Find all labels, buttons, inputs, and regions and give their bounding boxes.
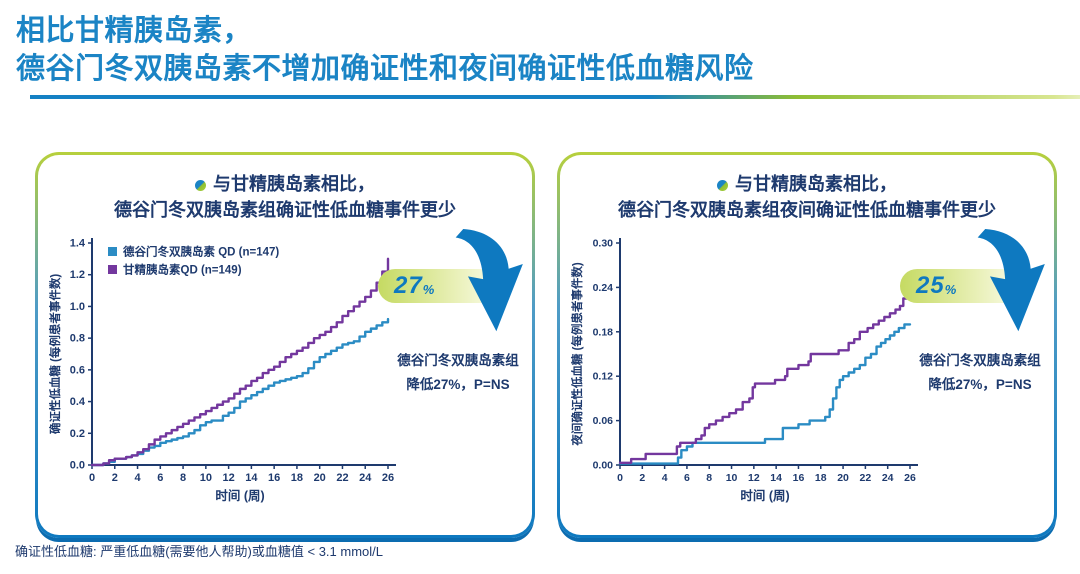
svg-text:0.8: 0.8 bbox=[70, 333, 85, 345]
svg-text:甘精胰岛素QD (n=149): 甘精胰岛素QD (n=149) bbox=[123, 263, 242, 277]
svg-text:12: 12 bbox=[222, 472, 234, 484]
svg-text:0: 0 bbox=[617, 472, 623, 484]
reduction-percent: 27 bbox=[394, 272, 423, 299]
page-title: 相比甘精胰岛素， 德谷门冬双胰岛素不增加确证性和夜间确证性低血糖风险 bbox=[16, 12, 1080, 88]
panel-nocturnal-hypoglycaemia: 与甘精胰岛素相比， 德谷门冬双胰岛素组夜间确证性低血糖事件更少 0.00 0.06… bbox=[557, 152, 1057, 538]
panel-title-line1-wrap: 与甘精胰岛素相比， bbox=[560, 171, 1054, 197]
page-title-line1: 相比甘精胰岛素， bbox=[16, 15, 253, 47]
svg-text:0.00: 0.00 bbox=[593, 460, 614, 472]
panel-confirmed-inner: 与甘精胰岛素相比， 德谷门冬双胰岛素组确证性低血糖事件更少 0.0 0.2 0.4 0… bbox=[38, 155, 532, 535]
svg-text:0.06: 0.06 bbox=[593, 415, 614, 427]
svg-text:0.12: 0.12 bbox=[593, 371, 614, 383]
svg-text:0.6: 0.6 bbox=[70, 364, 85, 376]
svg-text:16: 16 bbox=[793, 472, 805, 484]
panel-title-line1: 与甘精胰岛素相比， bbox=[213, 174, 375, 194]
svg-text:20: 20 bbox=[314, 472, 326, 484]
page-title-line2: 德谷门冬双胰岛素不增加确证性和夜间确证性低血糖风险 bbox=[16, 53, 754, 85]
reduction-annotation: 27% 德谷门冬双胰岛素组 降低27%，P=NS bbox=[378, 229, 532, 503]
panel-body: 0.00 0.06 0.12 0.18 0.24 0.30 0 2 4 6 8 10 12 14 16 18 2… bbox=[560, 229, 1054, 507]
svg-text:8: 8 bbox=[706, 472, 712, 484]
svg-text:20: 20 bbox=[837, 472, 849, 484]
svg-text:1.2: 1.2 bbox=[70, 269, 85, 281]
nocturnal-hypoglycaemia-kaplan-meier-chart: 0.000.060.120.180.240.300 2 4 6 8 10 12 14 16 18 2… bbox=[570, 238, 918, 503]
reduction-caption-line2: 降低27%，P=NS bbox=[406, 377, 510, 392]
svg-text:10: 10 bbox=[200, 472, 212, 484]
svg-text:26: 26 bbox=[382, 472, 394, 484]
svg-text:确证性低血糖 (每例患者事件数): 确证性低血糖 (每例患者事件数) bbox=[48, 274, 62, 435]
svg-text:2: 2 bbox=[112, 472, 118, 484]
percent-sign: % bbox=[422, 282, 435, 297]
panel-title-line2: 德谷门冬双胰岛素组夜间确证性低血糖事件更少 bbox=[618, 200, 996, 220]
panel-title: 与甘精胰岛素相比， 德谷门冬双胰岛素组夜间确证性低血糖事件更少 bbox=[560, 171, 1054, 223]
panel-title-line2: 德谷门冬双胰岛素组确证性低血糖事件更少 bbox=[114, 200, 456, 220]
svg-text:时间 (周): 时间 (周) bbox=[215, 488, 264, 503]
svg-text:2: 2 bbox=[639, 472, 645, 484]
svg-text:18: 18 bbox=[815, 472, 827, 484]
svg-text:0.30: 0.30 bbox=[593, 238, 614, 250]
svg-text:14: 14 bbox=[770, 472, 782, 484]
svg-text:22: 22 bbox=[336, 472, 348, 484]
down-arrow-icon bbox=[442, 229, 528, 335]
down-arrow-icon bbox=[964, 229, 1050, 335]
svg-text:10: 10 bbox=[726, 472, 738, 484]
svg-text:0.0: 0.0 bbox=[70, 460, 85, 472]
svg-text:8: 8 bbox=[180, 472, 186, 484]
panel-title-line1: 与甘精胰岛素相比， bbox=[735, 174, 897, 194]
svg-text:0.24: 0.24 bbox=[593, 282, 614, 294]
svg-text:26: 26 bbox=[904, 472, 916, 484]
svg-text:4: 4 bbox=[134, 472, 141, 484]
title-underline bbox=[30, 95, 1080, 99]
reduction-percent: 25 bbox=[916, 272, 945, 299]
svg-text:16: 16 bbox=[268, 472, 280, 484]
footnote: 确证性低血糖: 严重低血糖(需要他人帮助)或血糖值 < 3.1 mmol/L bbox=[15, 544, 383, 559]
svg-text:1.4: 1.4 bbox=[70, 238, 86, 250]
bullet-dot-icon bbox=[717, 179, 728, 191]
panel-title-line1-wrap: 与甘精胰岛素相比， bbox=[38, 171, 532, 197]
slide-header: 相比甘精胰岛素， 德谷门冬双胰岛素不增加确证性和夜间确证性低血糖风险 bbox=[0, 0, 1080, 99]
svg-text:1.0: 1.0 bbox=[70, 301, 85, 313]
svg-text:12: 12 bbox=[748, 472, 760, 484]
svg-text:24: 24 bbox=[359, 472, 372, 484]
svg-text:0.2: 0.2 bbox=[70, 428, 85, 440]
charts-row: 与甘精胰岛素相比， 德谷门冬双胰岛素组确证性低血糖事件更少 0.0 0.2 0.4 0… bbox=[35, 152, 1057, 538]
svg-text:24: 24 bbox=[882, 472, 894, 484]
confirmed-hypoglycaemia-kaplan-meier-chart: 0.00.20.40.60.81.01.21.40 2 4 6 8 10 12 14 16 18 2… bbox=[48, 238, 396, 503]
panel-body: 0.0 0.2 0.4 0.6 0.8 1.0 1.2 1.4 0 2 4 6 8 10 12 14 16 18 2… bbox=[38, 229, 532, 507]
svg-text:4: 4 bbox=[662, 472, 668, 484]
reduction-caption-line1: 德谷门冬双胰岛素组 bbox=[397, 353, 519, 368]
svg-text:德谷门冬双胰岛素 QD (n=147): 德谷门冬双胰岛素 QD (n=147) bbox=[122, 245, 279, 259]
svg-text:14: 14 bbox=[245, 472, 258, 484]
reduction-caption-line1: 德谷门冬双胰岛素组 bbox=[919, 353, 1041, 368]
svg-text:6: 6 bbox=[157, 472, 163, 484]
svg-text:18: 18 bbox=[291, 472, 303, 484]
panel-confirmed-hypoglycaemia: 与甘精胰岛素相比， 德谷门冬双胰岛素组确证性低血糖事件更少 0.0 0.2 0.4 0… bbox=[35, 152, 535, 538]
reduction-caption: 德谷门冬双胰岛素组 降低27%，P=NS bbox=[892, 349, 1068, 397]
svg-text:0.4: 0.4 bbox=[70, 396, 86, 408]
percent-sign: % bbox=[944, 282, 957, 297]
svg-text:夜间确证性低血糖 (每例患者事件数): 夜间确证性低血糖 (每例患者事件数) bbox=[570, 262, 584, 447]
svg-text:0: 0 bbox=[89, 472, 95, 484]
svg-text:22: 22 bbox=[860, 472, 872, 484]
svg-text:时间 (周): 时间 (周) bbox=[740, 488, 789, 503]
svg-text:0.18: 0.18 bbox=[593, 326, 614, 338]
reduction-annotation: 25% 德谷门冬双胰岛素组 降低27%，P=NS bbox=[900, 229, 1054, 503]
panel-title: 与甘精胰岛素相比， 德谷门冬双胰岛素组确证性低血糖事件更少 bbox=[38, 171, 532, 223]
reduction-caption: 德谷门冬双胰岛素组 降低27%，P=NS bbox=[370, 349, 546, 397]
reduction-caption-line2: 降低27%，P=NS bbox=[928, 377, 1032, 392]
svg-text:6: 6 bbox=[684, 472, 690, 484]
bullet-dot-icon bbox=[195, 179, 206, 191]
panel-nocturnal-inner: 与甘精胰岛素相比， 德谷门冬双胰岛素组夜间确证性低血糖事件更少 0.00 0.06… bbox=[560, 155, 1054, 535]
